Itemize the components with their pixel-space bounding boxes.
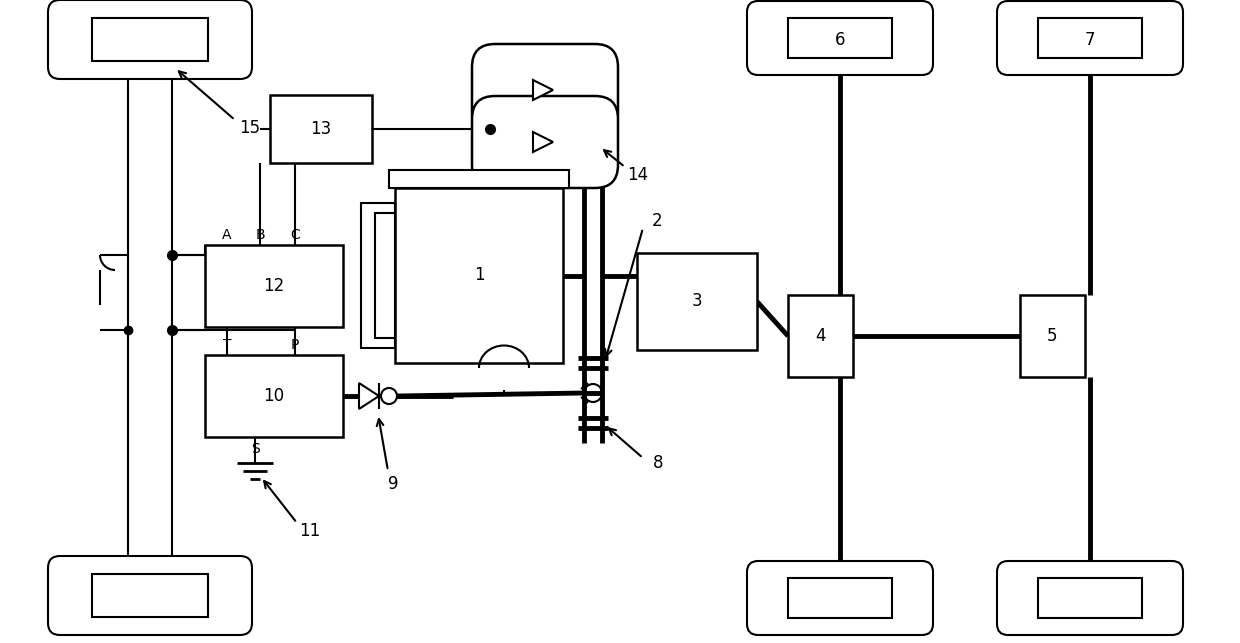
FancyBboxPatch shape bbox=[997, 561, 1183, 635]
FancyBboxPatch shape bbox=[746, 1, 932, 75]
Bar bbox=[787, 18, 892, 58]
Text: 14: 14 bbox=[627, 166, 649, 184]
FancyBboxPatch shape bbox=[746, 561, 932, 635]
FancyBboxPatch shape bbox=[48, 0, 252, 79]
Text: 11: 11 bbox=[299, 522, 321, 540]
Bar bbox=[92, 574, 208, 617]
FancyBboxPatch shape bbox=[997, 1, 1183, 75]
Polygon shape bbox=[533, 132, 553, 152]
Bar bbox=[205, 355, 343, 437]
Bar bbox=[637, 253, 756, 350]
Bar bbox=[1021, 295, 1085, 377]
FancyBboxPatch shape bbox=[472, 44, 618, 136]
Bar bbox=[374, 213, 396, 338]
Bar bbox=[396, 188, 563, 363]
Text: 4: 4 bbox=[815, 327, 826, 345]
FancyBboxPatch shape bbox=[48, 556, 252, 635]
Text: 8: 8 bbox=[652, 454, 663, 472]
Text: 13: 13 bbox=[310, 120, 331, 138]
Text: A: A bbox=[222, 228, 232, 242]
Text: 10: 10 bbox=[263, 387, 284, 405]
Bar bbox=[1038, 578, 1142, 618]
Text: P: P bbox=[291, 338, 299, 352]
Bar bbox=[389, 170, 569, 188]
Text: S: S bbox=[250, 442, 259, 456]
Bar bbox=[787, 295, 853, 377]
Bar bbox=[1038, 18, 1142, 58]
Text: 2: 2 bbox=[652, 212, 662, 230]
Polygon shape bbox=[533, 80, 553, 100]
Text: B: B bbox=[255, 228, 265, 242]
Text: 6: 6 bbox=[835, 31, 846, 49]
Text: 15: 15 bbox=[239, 119, 260, 137]
Bar bbox=[205, 245, 343, 327]
Bar bbox=[92, 18, 208, 61]
Polygon shape bbox=[360, 383, 379, 409]
Text: 7: 7 bbox=[1085, 31, 1095, 49]
Text: 5: 5 bbox=[1048, 327, 1058, 345]
Bar bbox=[787, 578, 892, 618]
Text: C: C bbox=[290, 228, 300, 242]
FancyBboxPatch shape bbox=[472, 96, 618, 188]
Bar bbox=[270, 95, 372, 163]
Text: 3: 3 bbox=[692, 293, 702, 311]
Bar bbox=[361, 203, 396, 348]
Text: 9: 9 bbox=[388, 475, 398, 493]
Text: 12: 12 bbox=[263, 277, 285, 295]
Text: T: T bbox=[223, 338, 231, 352]
Text: 1: 1 bbox=[474, 266, 485, 284]
